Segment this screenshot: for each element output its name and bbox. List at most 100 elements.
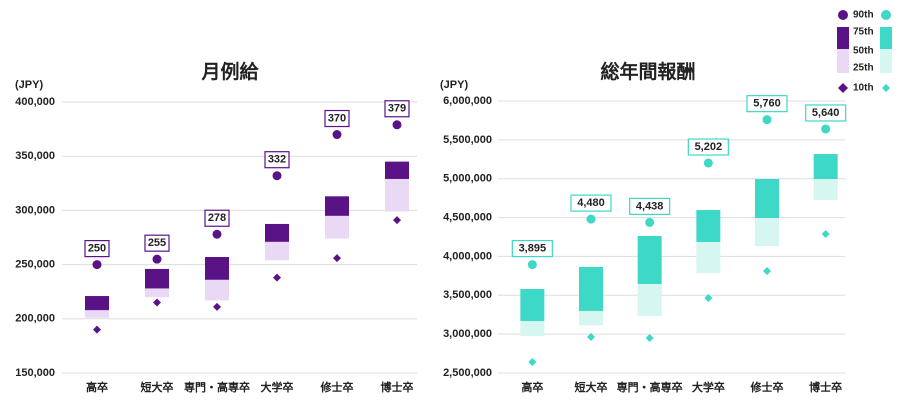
y-axis-label: (JPY): [15, 79, 43, 91]
box-lower: [579, 310, 603, 326]
value-label-box: [511, 239, 553, 258]
p10-marker: [273, 273, 281, 282]
value-label: 5,202: [695, 141, 723, 153]
y-tick-label: 5,000,000: [443, 173, 492, 185]
value-label: 332: [268, 154, 286, 166]
p10-marker: [153, 298, 161, 307]
y-tick-label: 400,000: [15, 96, 55, 108]
p10-marker: [645, 334, 654, 343]
p10-marker: [821, 229, 830, 238]
p90-marker: [332, 130, 342, 140]
legend-icon: [838, 83, 848, 93]
p90-marker: [92, 260, 102, 270]
p90-marker: [212, 229, 222, 239]
p90-marker: [392, 120, 402, 130]
box-upper: [265, 223, 289, 242]
y-tick-label: 3,000,000: [443, 328, 492, 340]
y-tick-label: 4,000,000: [443, 250, 492, 262]
box-lower: [145, 288, 169, 298]
value-label-box: [84, 240, 110, 258]
box-lower: [813, 179, 838, 201]
value-label-box: [204, 209, 230, 227]
legend-icon: [837, 49, 849, 73]
p90-marker: [586, 214, 596, 224]
box-lower: [385, 178, 409, 212]
value-label: 250: [88, 243, 106, 255]
y-tick-label: 6,000,000: [443, 95, 492, 107]
x-tick-label: 短大卒: [575, 380, 608, 394]
box-upper: [579, 266, 603, 311]
value-label: 5,640: [812, 107, 840, 119]
p90-marker: [821, 124, 831, 134]
x-tick-label: 短大卒: [141, 380, 174, 394]
value-label-box: [746, 95, 788, 113]
box-lower: [325, 215, 349, 239]
box-upper: [813, 154, 838, 180]
y-axis-label: (JPY): [440, 79, 468, 91]
value-label-box: [687, 138, 729, 156]
x-tick-label: 専門・高専卒: [617, 380, 683, 394]
box-upper: [325, 196, 349, 216]
chart-title: 総年間報酬: [600, 60, 695, 83]
legend-label: 75th: [853, 27, 874, 38]
box-upper: [637, 235, 662, 285]
value-label-box: [264, 151, 290, 169]
p90-marker: [762, 115, 772, 125]
value-label-box: [324, 109, 350, 128]
p90-marker: [527, 260, 537, 270]
x-tick-label: 高卒: [86, 380, 108, 394]
box-upper: [696, 210, 721, 242]
p10-marker: [393, 216, 401, 225]
box-upper: [205, 257, 229, 280]
y-tick-label: 250,000: [15, 259, 55, 271]
x-tick-label: 博士卒: [381, 380, 414, 394]
x-tick-label: 専門・高専卒: [184, 380, 250, 394]
y-tick-label: 300,000: [15, 204, 55, 216]
y-tick-label: 5,500,000: [443, 134, 492, 146]
p90-marker: [152, 254, 162, 264]
legend-label: 25th: [853, 63, 874, 74]
box-upper: [385, 161, 409, 179]
value-label: 4,480: [577, 197, 605, 209]
x-tick-label: 大学卒: [692, 380, 725, 394]
p10-marker: [528, 357, 537, 366]
value-label-box: [805, 104, 847, 122]
value-label: 4,438: [636, 200, 664, 212]
legend-icon: [880, 27, 892, 49]
y-tick-label: 200,000: [15, 313, 55, 325]
p10-marker: [587, 333, 595, 342]
box-lower: [637, 284, 662, 317]
x-tick-label: 修士卒: [320, 380, 354, 394]
x-tick-label: 高卒: [521, 380, 543, 394]
x-tick-label: 修士卒: [750, 380, 784, 394]
p10-marker: [213, 302, 221, 311]
y-tick-label: 2,500,000: [443, 367, 492, 379]
value-label-box: [384, 100, 410, 118]
value-label-box: [629, 197, 671, 215]
value-label-box: [570, 194, 612, 212]
p90-marker: [272, 171, 282, 181]
value-label-box: [144, 234, 170, 252]
legend-icon: [880, 49, 892, 73]
legend-label: 50th: [853, 46, 874, 57]
p90-marker: [703, 158, 713, 168]
value-label: 255: [148, 237, 166, 249]
value-label: 379: [388, 103, 406, 115]
legend-label: 10th: [853, 83, 874, 94]
box-lower: [265, 241, 289, 261]
value-label: 3,895: [519, 242, 547, 254]
value-label: 5,760: [753, 98, 781, 110]
y-tick-label: 150,000: [15, 367, 55, 379]
legend-icon: [838, 10, 848, 20]
box-lower: [520, 321, 545, 337]
p90-marker: [645, 217, 655, 227]
chart-title: 月例給: [200, 60, 259, 83]
value-label: 278: [208, 212, 226, 224]
box-upper: [85, 296, 109, 311]
box-upper: [520, 288, 545, 322]
y-tick-label: 3,500,000: [443, 289, 492, 301]
legend-icon: [837, 27, 849, 49]
legend-icon: [881, 10, 891, 20]
